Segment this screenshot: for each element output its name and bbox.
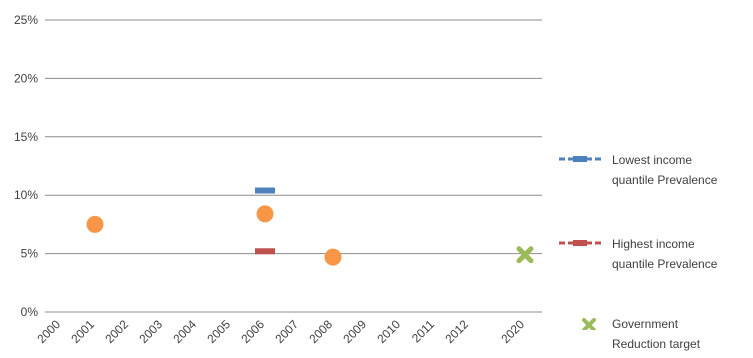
legend-label-line2: Reduction target xyxy=(612,337,701,351)
x-tick-label: 2010 xyxy=(374,317,403,346)
data-point-circle xyxy=(256,205,274,223)
x-tick-label: 2008 xyxy=(306,317,335,346)
y-tick-label: 10% xyxy=(14,188,38,202)
legend-label-line1: Government xyxy=(612,317,679,331)
dash-line-blue-icon xyxy=(559,156,601,162)
y-tick-label: 25% xyxy=(14,13,38,27)
data-point-dash xyxy=(255,248,275,255)
legend-label-line2: quantile Prevalence xyxy=(612,173,718,187)
legend-label-line2: quantile Prevalence xyxy=(612,257,718,271)
y-tick-label: 0% xyxy=(21,305,39,319)
data-point-circle xyxy=(86,215,104,233)
x-tick-label: 2020 xyxy=(498,317,527,346)
x-tick-label: 2001 xyxy=(68,317,97,346)
legend-label-line1: Lowest income xyxy=(612,153,693,167)
chart-plot: 0% 5% 10% 15% 20% 25% 2000 2001 2002 2003 2004 2005… xyxy=(14,13,542,346)
dash-line-red-icon xyxy=(559,240,601,246)
x-tick-label: 2009 xyxy=(340,317,369,346)
data-point-x xyxy=(516,246,534,264)
x-marker-green-icon xyxy=(582,318,596,330)
x-tick-label: 2004 xyxy=(170,317,199,346)
x-tick-label: 2007 xyxy=(272,317,301,346)
y-tick-label: 20% xyxy=(14,71,38,85)
x-tick-label: 2011 xyxy=(409,317,437,345)
chart-legend: Lowest income quantile Prevalence Highes… xyxy=(557,0,753,358)
data-point-circle xyxy=(324,248,342,266)
x-tick-label: 2002 xyxy=(102,317,131,346)
y-tick-label: 5% xyxy=(21,247,39,261)
x-tick-label: 2012 xyxy=(442,317,471,346)
x-tick-label: 2000 xyxy=(34,317,63,346)
legend-label-line1: Highest income xyxy=(612,237,695,251)
x-tick-label: 2005 xyxy=(204,317,233,346)
y-tick-label: 15% xyxy=(14,130,38,144)
x-tick-label: 2003 xyxy=(136,317,165,346)
x-tick-label: 2006 xyxy=(238,317,267,346)
data-point-dash xyxy=(255,187,275,194)
